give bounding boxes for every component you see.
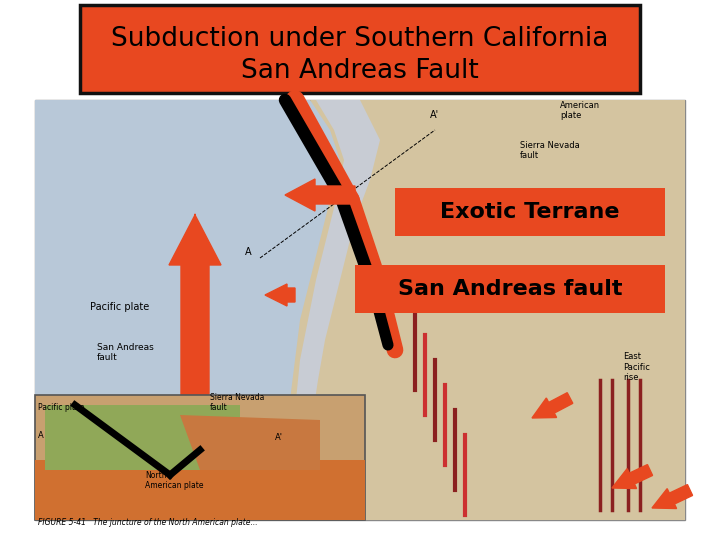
Polygon shape — [35, 100, 340, 520]
FancyArrow shape — [652, 484, 693, 509]
Text: American
plate: American plate — [560, 100, 600, 120]
Text: Sierra Nevada
fault: Sierra Nevada fault — [210, 393, 264, 412]
Text: Subduction under Southern California: Subduction under Southern California — [112, 26, 608, 52]
Polygon shape — [280, 100, 685, 520]
Text: Pacific plate: Pacific plate — [90, 302, 149, 312]
Text: A': A' — [430, 110, 439, 120]
Text: Sierra Nevada
fault: Sierra Nevada fault — [520, 140, 580, 160]
Polygon shape — [285, 100, 380, 520]
FancyArrow shape — [265, 284, 295, 306]
Text: San Andreas fault: San Andreas fault — [397, 279, 622, 299]
Polygon shape — [45, 405, 240, 470]
Bar — [35, 395, 365, 520]
Text: North
American plate: North American plate — [145, 470, 204, 490]
Text: Pacific plate: Pacific plate — [38, 403, 84, 412]
FancyArrow shape — [285, 179, 355, 211]
Bar — [355, 265, 665, 313]
Bar — [80, 5, 640, 93]
Text: SanAndreas
fault: SanAndreas fault — [510, 213, 560, 232]
Text: A: A — [38, 431, 44, 440]
Text: East
Pacific
rise: East Pacific rise — [623, 352, 650, 382]
Polygon shape — [180, 415, 320, 470]
FancyArrow shape — [169, 215, 221, 405]
FancyArrow shape — [612, 464, 652, 489]
FancyArrow shape — [532, 393, 573, 418]
Text: San Andreas Fault: San Andreas Fault — [241, 58, 479, 84]
Text: FIGURE 5-41   The juncture of the North American plate...: FIGURE 5-41 The juncture of the North Am… — [38, 518, 258, 527]
Text: San Andreas
fault: San Andreas fault — [97, 342, 154, 362]
Text: Exotic Terrane: Exotic Terrane — [440, 202, 620, 222]
Bar — [35, 100, 685, 520]
Bar — [395, 188, 665, 236]
Bar — [35, 460, 365, 520]
Text: A: A — [245, 247, 251, 257]
Text: A': A' — [275, 433, 283, 442]
